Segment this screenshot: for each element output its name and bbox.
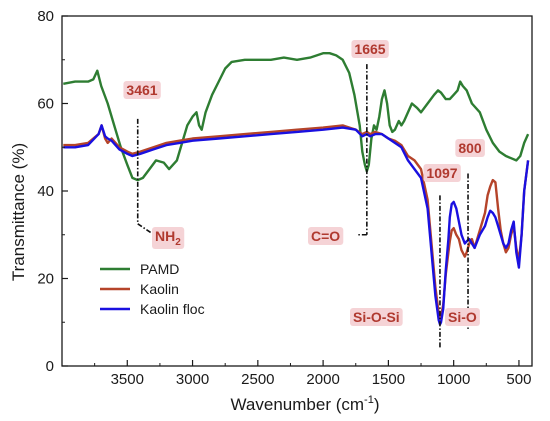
annotation-text: NH2 [155, 228, 181, 248]
annotation-main: 3461 [126, 82, 157, 98]
marker-leader-nh2 [137, 223, 152, 234]
legend-label-1: Kaolin [140, 281, 179, 297]
annotation-markers [136, 64, 469, 349]
x-axis-title-tail: ) [374, 395, 380, 414]
annotation-subscript: 2 [175, 237, 181, 248]
annotation-wavenumber-label: 1097 [423, 164, 461, 182]
annotation-highlight [423, 164, 461, 182]
annotation-main: NH [155, 228, 175, 244]
annotation-text: 1097 [426, 165, 457, 181]
y-tick-label: 0 [46, 358, 54, 375]
series-line-2 [63, 124, 530, 326]
legend: PAMD Kaolin Kaolin floc [100, 261, 205, 317]
annotation-text: 800 [458, 140, 482, 156]
annotation-group-label: Si-O [445, 308, 480, 326]
annotation-highlight [123, 81, 161, 99]
annotation-wavenumber-label: 800 [455, 139, 485, 157]
x-axis-title-main: Wavenumber (cm [231, 395, 365, 414]
y-tick-label: 60 [37, 96, 54, 113]
x-axis-title: Wavenumber (cm-1) [231, 394, 380, 414]
annotation-text: Si-O [448, 309, 477, 325]
y-axis-title: Transmittance (%) [9, 143, 28, 281]
annotation-text: 1665 [354, 41, 385, 57]
annotation-group-label: C=O [308, 227, 344, 245]
annotation-text: C=O [311, 228, 340, 244]
annotation-main: 1665 [354, 41, 385, 57]
annotation-wavenumber-label: 1665 [351, 40, 389, 58]
annotation-highlight [455, 139, 485, 157]
annotation-group-label: Si-O-Si [350, 308, 403, 326]
annotation-text: Si-O-Si [353, 309, 400, 325]
annotation-highlight [308, 227, 344, 245]
y-tick-label: 40 [37, 183, 54, 200]
annotation-highlight [445, 308, 480, 326]
annotation-main: C=O [311, 228, 340, 244]
x-tick-label: 1000 [437, 371, 470, 388]
annotation-group-label: NH2 [152, 227, 185, 249]
series-line-0 [63, 52, 530, 182]
x-tick-label: 3000 [176, 371, 209, 388]
annotation-main: Si-O-Si [353, 309, 400, 325]
y-tick-label: 80 [37, 8, 54, 25]
annotation-highlight [152, 227, 185, 249]
x-tick-label: 2000 [306, 371, 339, 388]
x-tick-label: 1500 [372, 371, 405, 388]
annotation-main: 800 [458, 140, 482, 156]
series-layer [63, 52, 530, 326]
annotation-main: Si-O [448, 309, 477, 325]
x-tick-label: 500 [506, 371, 531, 388]
legend-label-2: Kaolin floc [140, 301, 205, 317]
annotation-text: 3461 [126, 82, 157, 98]
y-tick-label: 20 [37, 271, 54, 288]
axes: 3500 3000 2500 2000 1500 1000 500 0 20 40 60 80 [37, 8, 531, 388]
annotation-highlight [350, 308, 403, 326]
x-tick-label: 2500 [241, 371, 274, 388]
annotation-highlight [351, 40, 389, 58]
legend-label-0: PAMD [140, 261, 179, 277]
annotation-wavenumber-label: 3461 [123, 81, 161, 99]
x-tick-label: 3500 [111, 371, 144, 388]
x-axis-title-superscript: -1 [364, 394, 374, 406]
annotation-main: 1097 [426, 165, 457, 181]
